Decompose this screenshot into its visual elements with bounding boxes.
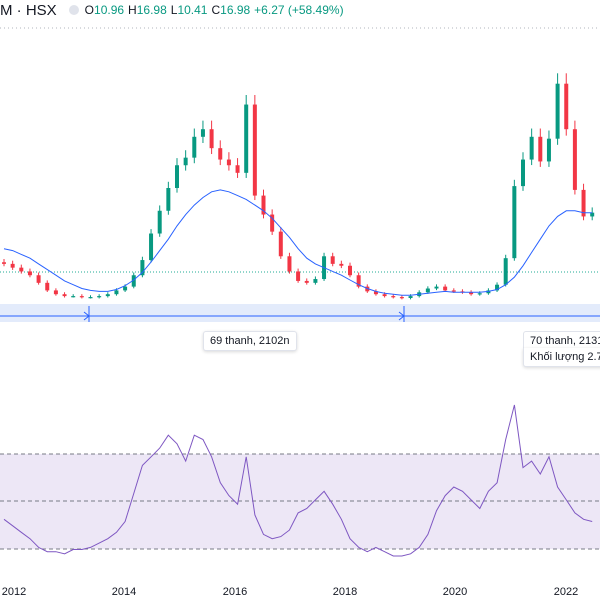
candle-body	[252, 104, 257, 196]
candle-body	[521, 159, 525, 187]
candle-body	[131, 275, 136, 287]
x-tick-label: 2018	[333, 586, 357, 598]
candle-body	[313, 279, 318, 283]
candle-body	[261, 195, 266, 215]
candle-body	[425, 288, 430, 293]
candle-body	[296, 271, 301, 281]
candle-body	[451, 290, 456, 292]
change-value: +6.27 (+58.49%)	[254, 3, 344, 17]
candle-body	[19, 267, 24, 272]
candle-body	[123, 286, 128, 291]
candle-body	[2, 262, 6, 264]
range-arrow-left-icon	[83, 311, 90, 321]
candle-body	[244, 104, 249, 173]
candle-body	[218, 148, 223, 160]
candle-body	[10, 263, 15, 268]
candle-body	[287, 256, 292, 272]
candle-body	[590, 212, 595, 217]
candle-body	[140, 260, 145, 276]
candle-body	[382, 294, 387, 297]
moving-average-line	[3, 189, 593, 296]
measure-volume-label: Khối lượng 2.709	[523, 348, 600, 367]
candle-body	[53, 290, 58, 295]
high-value: 16.98	[136, 3, 167, 17]
candle-body	[97, 296, 102, 298]
candle-body	[469, 292, 474, 295]
candle-body	[538, 136, 543, 162]
candle-body	[373, 291, 378, 295]
candle-body	[330, 256, 335, 264]
candle-body	[555, 83, 560, 139]
candle-body	[235, 165, 240, 173]
candle-body	[71, 296, 76, 298]
range-arrow-right-icon	[398, 311, 405, 321]
candle-body	[434, 286, 439, 289]
high-label: H	[128, 3, 137, 17]
candle-body	[581, 189, 586, 217]
candle-body	[192, 136, 197, 158]
candle-body	[391, 296, 396, 298]
candle-body	[149, 233, 154, 261]
x-tick-label: 2020	[443, 586, 467, 598]
date-range-band	[0, 304, 600, 322]
candle-body	[443, 286, 448, 291]
candle-body	[512, 186, 517, 259]
x-tick-label: 2022	[554, 586, 578, 598]
candle-body	[399, 297, 404, 299]
candle-body	[529, 136, 534, 160]
candle-body	[270, 214, 275, 232]
candle-body	[564, 83, 569, 130]
symbol-legend: M · HSX O 10.96 H 16.98 L 10.41 C 16.98 +6.2…	[0, 0, 348, 20]
open-value: 10.96	[94, 3, 125, 17]
candle-body	[27, 271, 32, 276]
candle-body	[88, 297, 93, 299]
candle-body	[503, 258, 508, 285]
low-value: 10.41	[177, 3, 208, 17]
candle-body	[495, 284, 500, 291]
candle-body	[408, 296, 413, 298]
open-label: O	[84, 3, 95, 17]
candle-body	[45, 282, 50, 291]
market-status-icon	[68, 5, 79, 15]
close-label: C	[211, 3, 221, 17]
time-axis[interactable]: 2012 2014 2016 2018 2020 2022	[2, 586, 578, 598]
candle-body	[200, 129, 205, 137]
candle-body	[79, 296, 84, 298]
x-tick-label: 2014	[112, 586, 136, 598]
candle-body	[278, 231, 283, 257]
candle-body	[572, 129, 577, 190]
symbol-name[interactable]: M · HSX	[0, 1, 57, 19]
candle-body	[175, 165, 179, 188]
candle-body	[348, 265, 352, 276]
candle-body	[183, 157, 188, 166]
candle-body	[209, 129, 214, 149]
candle-body	[105, 294, 110, 297]
close-value: 16.98	[220, 3, 251, 17]
candle-body	[477, 293, 482, 295]
rsi-band	[0, 454, 600, 549]
candle-body	[356, 275, 361, 287]
candle-body	[166, 188, 171, 211]
measure-label-left: 69 thanh, 2102n	[203, 331, 297, 351]
candle-body	[114, 290, 119, 295]
candle-body	[226, 159, 231, 166]
candle-body	[304, 280, 309, 283]
rsi-line	[3, 404, 593, 557]
candle-body	[339, 263, 344, 266]
x-tick-label: 2012	[2, 586, 26, 598]
candle-body	[546, 138, 551, 162]
candle-body	[36, 275, 41, 283]
low-label: L	[170, 3, 178, 17]
measure-label-right: 70 thanh, 2131n	[523, 331, 600, 350]
x-tick-label: 2016	[223, 586, 247, 598]
candle-body	[157, 210, 162, 234]
candle-body	[62, 294, 67, 297]
